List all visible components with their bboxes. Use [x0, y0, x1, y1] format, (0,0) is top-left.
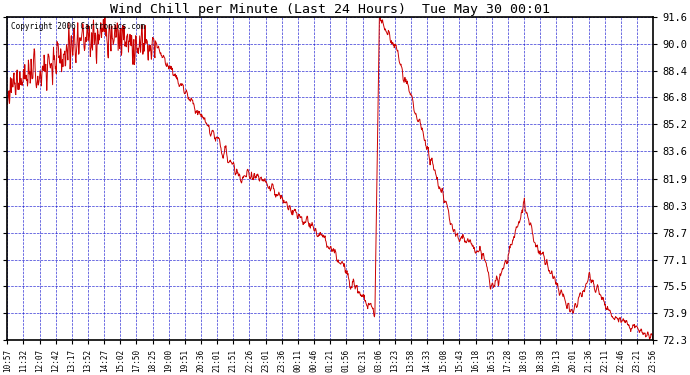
Text: Copyright 2006 Cartronics.com: Copyright 2006 Cartronics.com	[10, 22, 145, 31]
Title: Wind Chill per Minute (Last 24 Hours)  Tue May 30 00:01: Wind Chill per Minute (Last 24 Hours) Tu…	[110, 3, 550, 16]
